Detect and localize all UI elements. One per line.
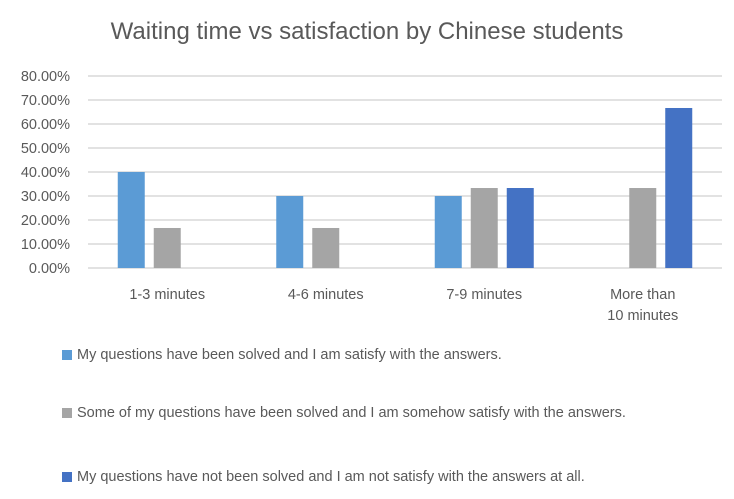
legend-item-2: My questions have not been solved and I … — [62, 467, 712, 488]
legend-swatch-2 — [62, 472, 72, 482]
y-tick-label: 0.00% — [29, 261, 70, 277]
legend-label-1: Some of my questions have been solved an… — [77, 405, 626, 421]
bar-chart: 0.00% 10.00% 20.00% 30.00% 40.00% 50.00% 60.00… — [21, 69, 722, 324]
legend-swatch-0 — [62, 350, 72, 360]
x-tick-label: More than — [610, 287, 675, 303]
bar-0-1 — [276, 196, 304, 268]
y-tick-label: 70.00% — [21, 93, 70, 109]
bar-1-3 — [629, 188, 657, 268]
y-tick-label: 60.00% — [21, 117, 70, 133]
legend-swatch-1 — [62, 408, 72, 418]
bar-2-2 — [506, 188, 534, 268]
x-tick-label: 4-6 minutes — [288, 287, 364, 303]
y-tick-label: 30.00% — [21, 189, 70, 205]
x-tick-label: 1-3 minutes — [129, 287, 205, 303]
legend-item-0: My questions have been solved and I am s… — [62, 345, 712, 366]
legend-item-1: Some of my questions have been solved an… — [62, 403, 712, 424]
bar-0-0 — [117, 172, 145, 268]
x-tick-label: 7-9 minutes — [446, 287, 522, 303]
y-tick-label: 50.00% — [21, 141, 70, 157]
bar-1-1 — [312, 227, 340, 268]
legend-label-2: My questions have not been solved and I … — [77, 469, 585, 485]
y-tick-label: 40.00% — [21, 165, 70, 181]
y-tick-label: 10.00% — [21, 237, 70, 253]
chart-title: Waiting time vs satisfaction by Chinese … — [110, 18, 624, 45]
y-tick-label: 80.00% — [21, 69, 70, 85]
bar-0-2 — [434, 196, 462, 268]
legend-label-0: My questions have been solved and I am s… — [77, 347, 502, 363]
bar-2-3 — [665, 107, 693, 268]
bar-1-2 — [470, 188, 498, 268]
y-tick-label: 20.00% — [21, 213, 70, 229]
bar-1-0 — [153, 227, 181, 268]
x-tick-label: 10 minutes — [607, 308, 678, 324]
